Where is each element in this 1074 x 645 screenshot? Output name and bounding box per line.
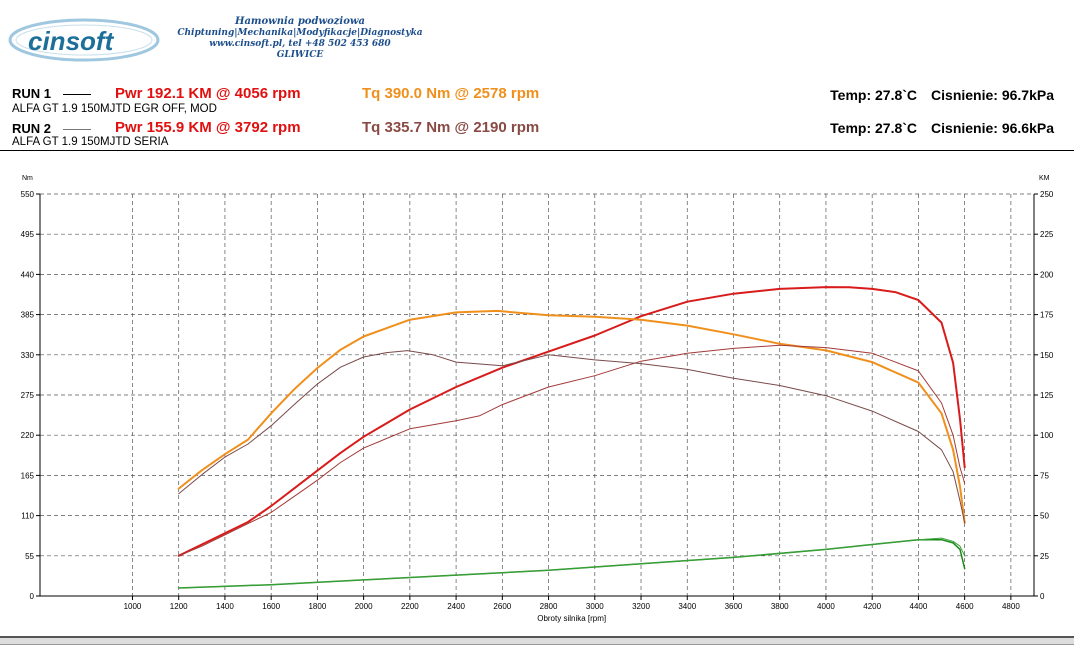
tick-label-x: 3800 bbox=[771, 602, 789, 611]
tick-label-x: 1600 bbox=[262, 602, 280, 611]
tick-label-x: 2800 bbox=[540, 602, 558, 611]
tick-label-right: 50 bbox=[1040, 512, 1049, 521]
company-line2: Chiptuning|Mechanika|Modyfikacje|Diagnos… bbox=[177, 28, 423, 38]
run1-tq: Tq 390.0 Nm @ 2578 rpm bbox=[362, 85, 540, 102]
y-axis-right-label: KM bbox=[1039, 175, 1050, 182]
tick-label-left: 165 bbox=[21, 471, 35, 480]
tick-label-left: 330 bbox=[21, 351, 35, 360]
tick-label-right: 125 bbox=[1040, 391, 1054, 400]
tick-label-left: 110 bbox=[21, 512, 34, 521]
run2-pwr: Pwr 155.9 KM @ 3792 rpm bbox=[115, 119, 301, 136]
cinsoft-logo: cinsoft bbox=[6, 8, 166, 68]
dyno-chart-frame: 0 55 110 165 220 275 330 385 440 495 550 0 25 50 75 100… bbox=[0, 150, 1074, 637]
series-line-torque-run2 bbox=[178, 350, 966, 524]
run2-temp: Temp: 27.8`C bbox=[830, 120, 918, 136]
run1-pressure: Cisnienie: 96.7kPa bbox=[931, 87, 1054, 103]
tick-label-right: 250 bbox=[1040, 190, 1054, 199]
tick-label-right: 225 bbox=[1040, 230, 1054, 239]
tick-label-left: 275 bbox=[21, 391, 35, 400]
tick-label-x: 4800 bbox=[1002, 602, 1020, 611]
company-line1: Hamownia podwoziowa bbox=[235, 16, 365, 27]
run2-legend: RUN 2 bbox=[12, 120, 97, 136]
tick-label-x: 4400 bbox=[910, 602, 928, 611]
tick-label-x: 3600 bbox=[725, 602, 743, 611]
tick-label-right: 0 bbox=[1040, 592, 1045, 601]
tick-label-x: 1400 bbox=[216, 602, 234, 611]
company-info: Hamownia podwoziowa Chiptuning|Mechanika… bbox=[170, 16, 430, 60]
tick-label-x: 2200 bbox=[401, 602, 419, 611]
series-line-power-run2 bbox=[178, 344, 966, 557]
logo-swoosh-icon bbox=[8, 18, 160, 62]
tick-label-x: 1000 bbox=[124, 602, 142, 611]
tick-label-right: 75 bbox=[1040, 471, 1049, 480]
tick-label-x: 1800 bbox=[308, 602, 326, 611]
run1-legend: RUN 1 bbox=[12, 85, 97, 101]
tick-label-x: 3200 bbox=[632, 602, 650, 611]
tick-label-left: 55 bbox=[25, 552, 34, 561]
tick-label-x: 2000 bbox=[355, 602, 373, 611]
run1-pwr: Pwr 192.1 KM @ 4056 rpm bbox=[115, 85, 301, 102]
tick-label-x: 1200 bbox=[170, 602, 188, 611]
tick-label-x: 2600 bbox=[493, 602, 511, 611]
run2-label: RUN 2 bbox=[12, 121, 52, 136]
tick-label-x: 4600 bbox=[956, 602, 974, 611]
series-line-power-run1 bbox=[177, 286, 966, 557]
run2-tq: Tq 335.7 Nm @ 2190 rpm bbox=[362, 119, 540, 136]
run2-line-key bbox=[62, 128, 91, 130]
company-line3: www.cinsoft.pl, tel +48 502 453 680 bbox=[209, 39, 391, 49]
run1-label: RUN 1 bbox=[12, 86, 52, 101]
company-line4: GLIWICE bbox=[276, 50, 324, 60]
tick-label-right: 100 bbox=[1040, 431, 1054, 440]
tick-label-left: 0 bbox=[30, 592, 35, 601]
run2-pressure: Cisnienie: 96.6kPa bbox=[931, 120, 1054, 136]
run2-description: ALFA GT 1.9 150MJTD SERIA bbox=[12, 136, 169, 148]
tick-label-x: 4000 bbox=[817, 602, 835, 611]
y-axis-left-label: Nm bbox=[22, 175, 33, 182]
series-line-loss-run2 bbox=[178, 537, 966, 589]
tick-label-x: 4200 bbox=[863, 602, 881, 611]
run1-line-key bbox=[62, 93, 91, 95]
dyno-chart: 0 55 110 165 220 275 330 385 440 495 550 0 25 50 75 100… bbox=[21, 175, 1054, 623]
run1-temp: Temp: 27.8`C bbox=[830, 87, 918, 103]
tick-label-x: 3000 bbox=[586, 602, 604, 611]
tick-label-left: 550 bbox=[21, 190, 35, 199]
tick-label-left: 440 bbox=[21, 270, 35, 279]
run2-conditions: Temp: 27.8`C Cisnienie: 96.6kPa bbox=[816, 120, 1054, 136]
tick-label-left: 220 bbox=[21, 431, 35, 440]
series-line-torque-run1 bbox=[177, 309, 966, 524]
logo-text: cinsoft bbox=[28, 26, 114, 56]
tick-label-x: 3400 bbox=[678, 602, 696, 611]
run1-conditions: Temp: 27.8`C Cisnienie: 96.7kPa bbox=[816, 87, 1054, 103]
tick-label-left: 495 bbox=[21, 230, 35, 239]
tick-label-x: 2400 bbox=[447, 602, 465, 611]
tick-label-right: 175 bbox=[1040, 311, 1054, 320]
x-axis-label: Obroty silnika [rpm] bbox=[537, 614, 606, 623]
tick-label-left: 385 bbox=[21, 311, 35, 320]
tick-label-right: 150 bbox=[1040, 351, 1054, 360]
tick-label-right: 25 bbox=[1040, 552, 1049, 561]
run1-description: ALFA GT 1.9 150MJTD EGR OFF, MOD bbox=[12, 103, 217, 115]
tick-label-right: 200 bbox=[1040, 270, 1054, 279]
